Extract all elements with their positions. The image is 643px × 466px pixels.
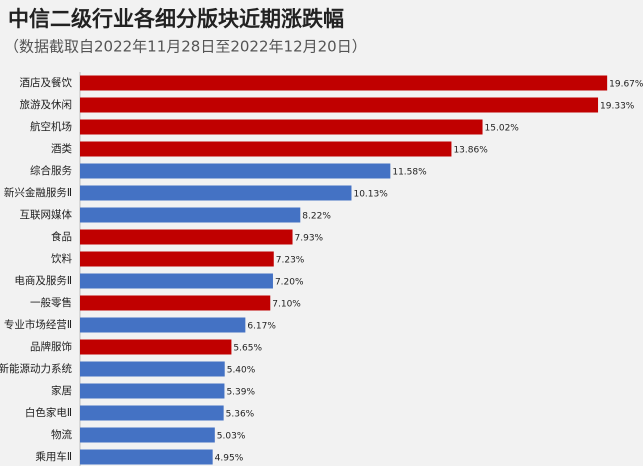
category-label: 酒店及餐饮	[20, 76, 73, 89]
value-label: 5.03%	[217, 432, 246, 442]
value-label: 5.40%	[227, 366, 256, 376]
value-label: 7.20%	[275, 278, 304, 288]
category-label: 食品	[51, 230, 72, 243]
category-label: 新兴金融服务Ⅱ	[4, 186, 72, 199]
bar	[80, 251, 274, 267]
bar	[80, 383, 225, 399]
category-label: 互联网媒体	[20, 208, 73, 221]
value-label: 19.67%	[609, 80, 643, 90]
bar	[80, 361, 225, 377]
value-label: 7.23%	[276, 256, 305, 266]
category-label: 品牌服饰	[30, 340, 72, 353]
category-label: 饮料	[51, 252, 72, 265]
value-label: 13.86%	[453, 146, 488, 156]
bar	[80, 163, 391, 179]
value-label: 15.02%	[485, 124, 520, 134]
bar	[80, 295, 271, 311]
value-label: 5.39%	[226, 388, 255, 398]
category-label: 酒类	[51, 142, 72, 155]
bar	[80, 339, 232, 355]
bar	[80, 119, 483, 135]
category-label: 物流	[51, 428, 72, 441]
bar	[80, 405, 224, 421]
bar	[80, 229, 293, 245]
category-label: 航空机场	[30, 120, 72, 133]
category-label: 综合服务	[30, 164, 72, 177]
chart-subtitle: （数据截取自2022年11月28日至2022年12月20日）	[4, 38, 367, 56]
category-label: 电商及服务Ⅱ	[14, 274, 72, 287]
value-label: 6.17%	[247, 322, 276, 332]
category-label: 专业市场经营Ⅱ	[4, 318, 72, 331]
value-label: 4.95%	[215, 454, 244, 464]
value-label: 10.13%	[353, 190, 388, 200]
chart-title: 中信二级行业各细分版块近期涨跌幅	[8, 7, 344, 31]
category-label: 家居	[51, 384, 72, 397]
category-label: 乘用车Ⅱ	[35, 450, 72, 463]
bar	[80, 97, 599, 113]
category-label: 一般零售	[30, 296, 72, 309]
value-label: 7.93%	[295, 234, 324, 244]
value-label: 7.10%	[272, 300, 301, 310]
bar	[80, 273, 273, 289]
value-label: 5.36%	[226, 410, 255, 420]
bar	[80, 75, 608, 91]
value-label: 5.65%	[233, 344, 262, 354]
bar	[80, 449, 213, 465]
category-label: 新能源动力系统	[0, 362, 72, 375]
value-label: 8.22%	[302, 212, 331, 222]
value-label: 19.33%	[600, 102, 635, 112]
bar	[80, 207, 301, 223]
bar	[80, 185, 352, 201]
bar	[80, 317, 246, 333]
value-label: 11.58%	[392, 168, 427, 178]
category-label: 旅游及休闲	[20, 98, 73, 111]
category-label: 白色家电Ⅱ	[25, 406, 72, 419]
bar	[80, 427, 215, 443]
bar	[80, 141, 452, 157]
